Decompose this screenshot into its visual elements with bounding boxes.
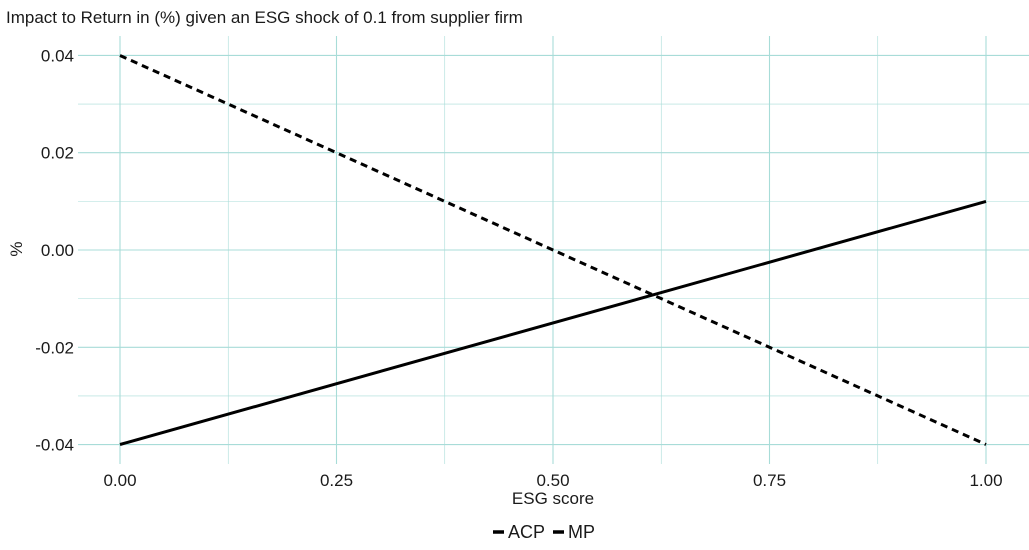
y-tick-label: 0.04 <box>41 46 74 65</box>
y-axis-title: % <box>7 241 26 256</box>
x-axis-title: ESG score <box>512 489 594 508</box>
series-line-acp <box>119 199 987 446</box>
y-tick-label: -0.04 <box>35 436 74 455</box>
legend: ACP MP <box>493 522 595 542</box>
y-tick-label: 0.00 <box>41 241 74 260</box>
series-line-mp <box>119 54 987 446</box>
y-tick-label: -0.02 <box>35 338 74 357</box>
x-tick-label: 0.75 <box>753 471 786 490</box>
y-tick-label: 0.02 <box>41 144 74 163</box>
chart-title: Impact to Return in (%) given an ESG sho… <box>6 8 523 27</box>
tick-labels: 0.00 0.25 0.50 0.75 1.00 -0.04 -0.02 0.00 0.02 0.… <box>35 46 1002 490</box>
grid-lines <box>78 36 1029 464</box>
x-tick-label: 1.00 <box>969 471 1002 490</box>
legend-label-acp: ACP <box>508 522 545 542</box>
legend-label-mp: MP <box>568 522 595 542</box>
data-series <box>119 54 987 446</box>
x-tick-label: 0.50 <box>536 471 569 490</box>
x-tick-label: 0.25 <box>320 471 353 490</box>
x-tick-label: 0.00 <box>103 471 136 490</box>
